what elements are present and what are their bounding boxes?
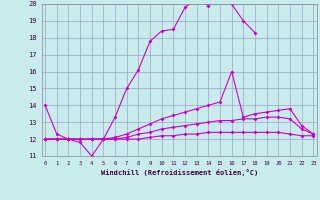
X-axis label: Windchill (Refroidissement éolien,°C): Windchill (Refroidissement éolien,°C) [100,169,258,176]
